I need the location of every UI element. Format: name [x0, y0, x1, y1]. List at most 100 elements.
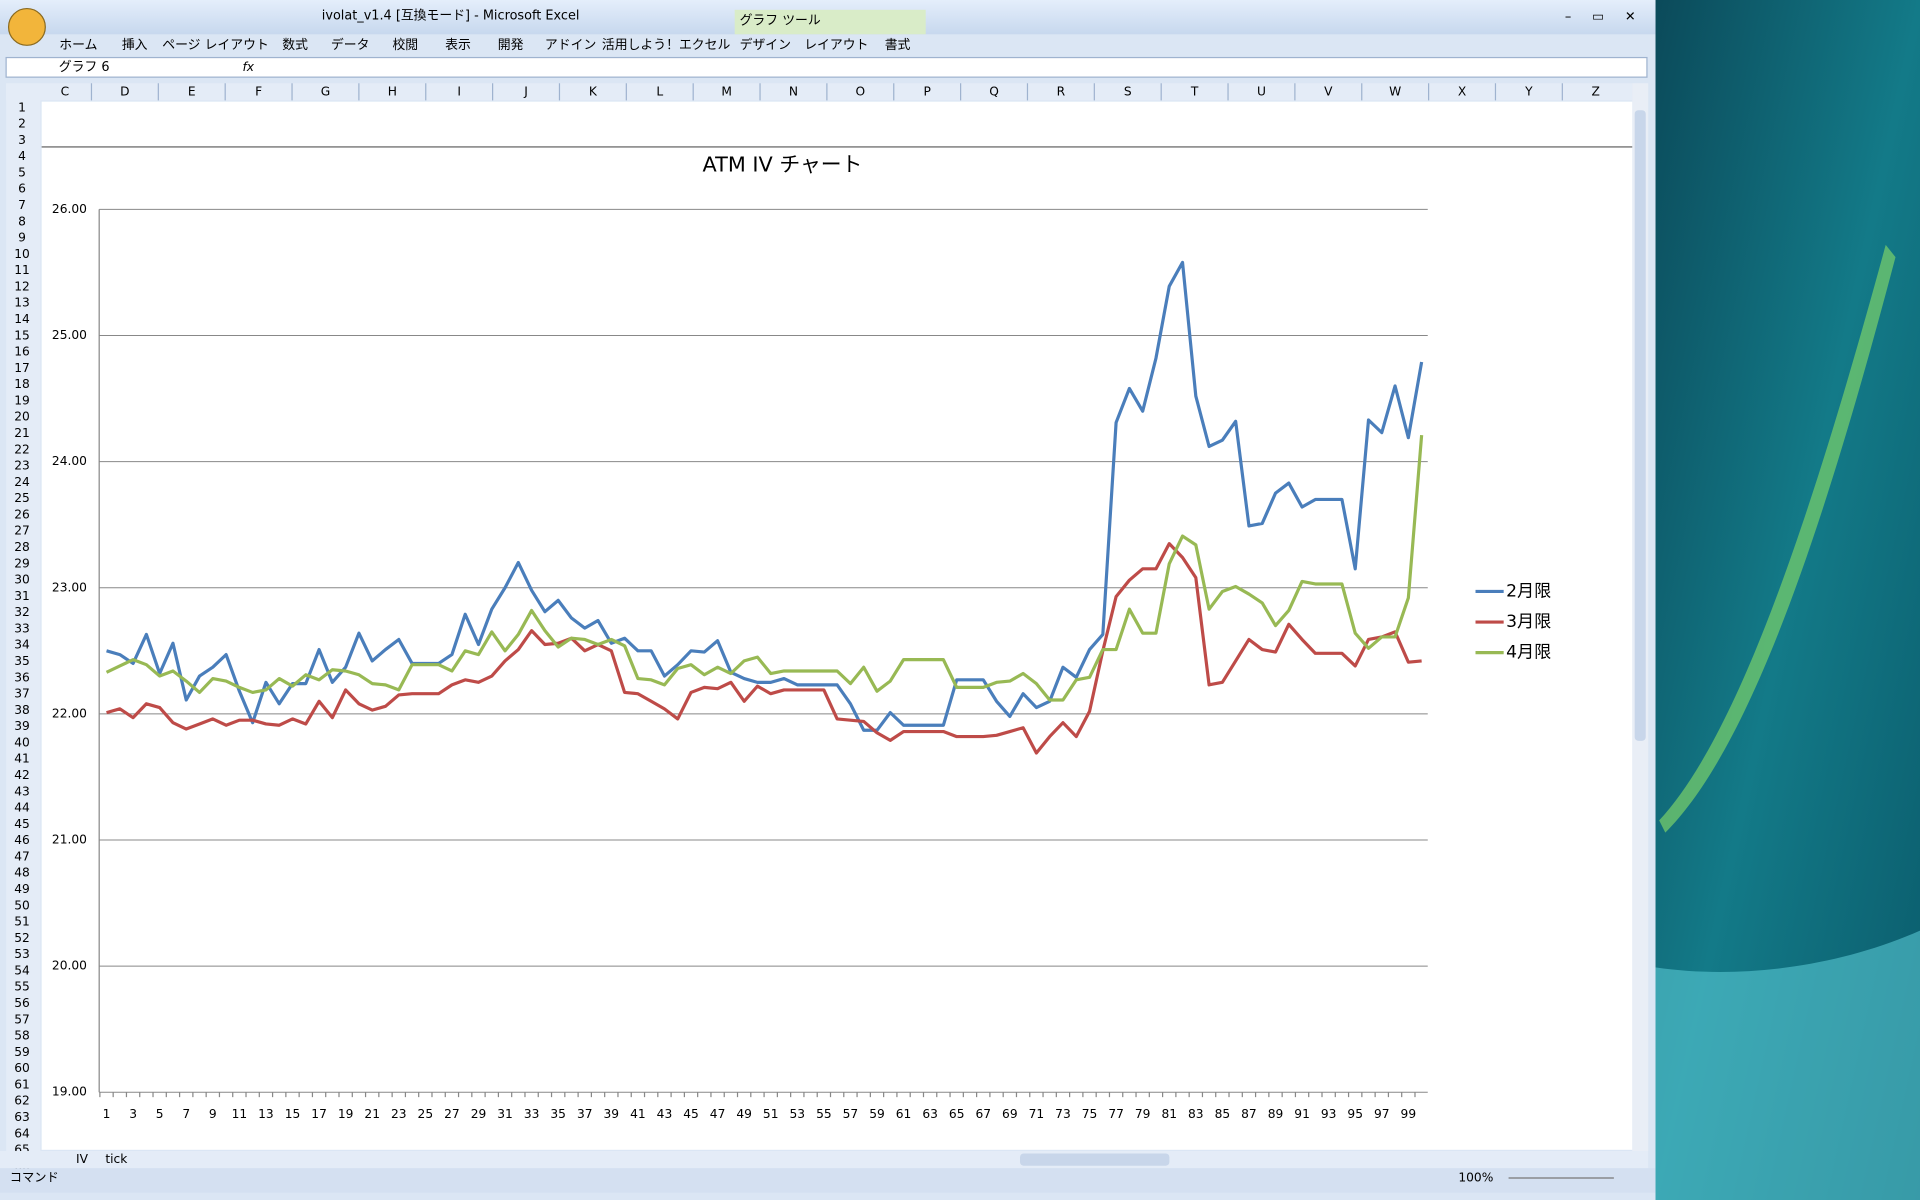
ribbon-tab[interactable]: デザイン [740, 37, 791, 53]
column-header: T [1190, 84, 1199, 98]
ribbon-tab[interactable]: レイアウト [804, 38, 868, 53]
x-tick-label: 73 [1055, 1107, 1071, 1121]
sheet-tab[interactable]: tick [105, 1152, 128, 1166]
row-header: 56 [14, 996, 30, 1010]
legend-label: 3月限 [1506, 612, 1551, 632]
row-header: 54 [14, 963, 30, 977]
y-tick-label: 23.00 [52, 580, 87, 594]
row-header: 23 [14, 459, 30, 473]
row-header: 43 [14, 784, 30, 798]
x-tick-label: 11 [232, 1107, 248, 1121]
desktop-swoosh [1655, 930, 1920, 1200]
row-header: 50 [14, 898, 30, 912]
x-tick-label: 13 [258, 1107, 274, 1121]
column-header: S [1124, 84, 1132, 98]
row-header: 64 [14, 1126, 30, 1140]
ribbon-tab[interactable]: 挿入 [122, 38, 148, 53]
row-header: 13 [14, 296, 30, 310]
ribbon-tab[interactable]: ホーム [59, 38, 97, 53]
row-header: 28 [14, 540, 30, 554]
column-header: U [1257, 84, 1266, 98]
row-header: 36 [14, 670, 30, 684]
formula-bar [5, 56, 1648, 78]
row-header: 18 [14, 377, 30, 391]
scroll-thumb[interactable] [1634, 110, 1646, 741]
x-tick-label: 39 [604, 1107, 620, 1121]
ribbon-tab[interactable]: 表示 [445, 38, 471, 53]
minimize-button[interactable]: – [1565, 10, 1571, 25]
row-header: 20 [14, 410, 30, 424]
ribbon-tab[interactable]: アドイン [545, 38, 596, 53]
x-tick-label: 1 [103, 1107, 111, 1121]
column-header: G [321, 84, 330, 98]
row-header: 29 [14, 556, 30, 570]
zoom-level[interactable]: 100% [1458, 1170, 1493, 1184]
column-header: F [255, 84, 262, 98]
row-header: 48 [14, 866, 30, 880]
row-header: 49 [14, 882, 30, 896]
x-tick-label: 9 [209, 1107, 217, 1121]
row-header: 38 [14, 703, 30, 717]
row-header: 52 [14, 931, 30, 945]
row-header: 14 [14, 312, 30, 326]
x-tick-label: 87 [1241, 1107, 1257, 1121]
ribbon-tab[interactable]: 開発 [498, 38, 524, 53]
x-tick-label: 83 [1188, 1107, 1204, 1121]
column-header: E [188, 84, 196, 98]
fx-button[interactable]: fx [242, 60, 254, 74]
row-header: 19 [14, 393, 30, 407]
row-header: 31 [14, 589, 30, 603]
row-header: 26 [14, 507, 30, 521]
x-tick-label: 65 [949, 1107, 965, 1121]
row-header: 16 [14, 345, 30, 359]
legend-label: 4月限 [1506, 643, 1551, 663]
x-tick-label: 3 [129, 1107, 137, 1121]
ribbon-tab[interactable]: データ [331, 37, 370, 53]
row-header: 17 [14, 361, 30, 375]
maximize-button[interactable]: ▭ [1592, 10, 1604, 25]
x-tick-label: 61 [896, 1107, 912, 1121]
x-tick-label: 41 [630, 1107, 646, 1121]
legend-label: 2月限 [1506, 581, 1551, 601]
x-tick-label: 55 [816, 1107, 832, 1121]
ribbon-tab[interactable]: ページ レイアウト [162, 38, 269, 53]
name-box[interactable]: グラフ 6 [59, 60, 110, 75]
hscroll-thumb[interactable] [1020, 1153, 1170, 1166]
column-header: M [721, 84, 732, 98]
y-tick-label: 21.00 [52, 833, 87, 847]
x-tick-label: 15 [285, 1107, 301, 1121]
row-header: 7 [18, 198, 26, 212]
ribbon-tab[interactable]: 活用しよう！エクセル [602, 38, 731, 53]
row-header: 25 [14, 491, 30, 505]
x-tick-label: 63 [922, 1107, 938, 1121]
row-header: 40 [14, 735, 30, 749]
column-header: P [923, 84, 930, 98]
row-header: 61 [14, 1077, 30, 1091]
series-line [106, 260, 1424, 732]
office-button[interactable] [7, 7, 46, 46]
column-header: J [523, 84, 528, 98]
window-title: ivolat_v1.4 [互換モード] - Microsoft Excel [322, 8, 580, 23]
x-tick-label: 35 [550, 1107, 566, 1121]
row-header: 47 [14, 849, 30, 863]
ribbon-tab[interactable]: 校閲 [392, 37, 418, 53]
row-header: 30 [14, 573, 30, 587]
sheet-tab-bar [0, 1151, 1649, 1169]
ribbon-tab[interactable]: 数式 [282, 38, 308, 53]
row-header-bar [6, 83, 41, 1152]
y-tick-label: 25.00 [52, 328, 87, 342]
close-button[interactable]: ✕ [1625, 10, 1636, 25]
x-tick-label: 17 [311, 1107, 327, 1121]
x-tick-label: 81 [1161, 1107, 1177, 1121]
row-header: 27 [14, 524, 30, 538]
x-tick-label: 67 [975, 1107, 991, 1121]
sheet-tab[interactable]: IV [76, 1152, 89, 1166]
column-header: Z [1592, 84, 1600, 98]
x-tick-label: 23 [391, 1107, 407, 1121]
x-tick-label: 53 [790, 1107, 806, 1121]
ribbon-tab[interactable]: 書式 [885, 38, 911, 53]
row-header: 2 [18, 117, 26, 131]
row-header: 42 [14, 768, 30, 782]
row-header: 21 [14, 426, 30, 440]
